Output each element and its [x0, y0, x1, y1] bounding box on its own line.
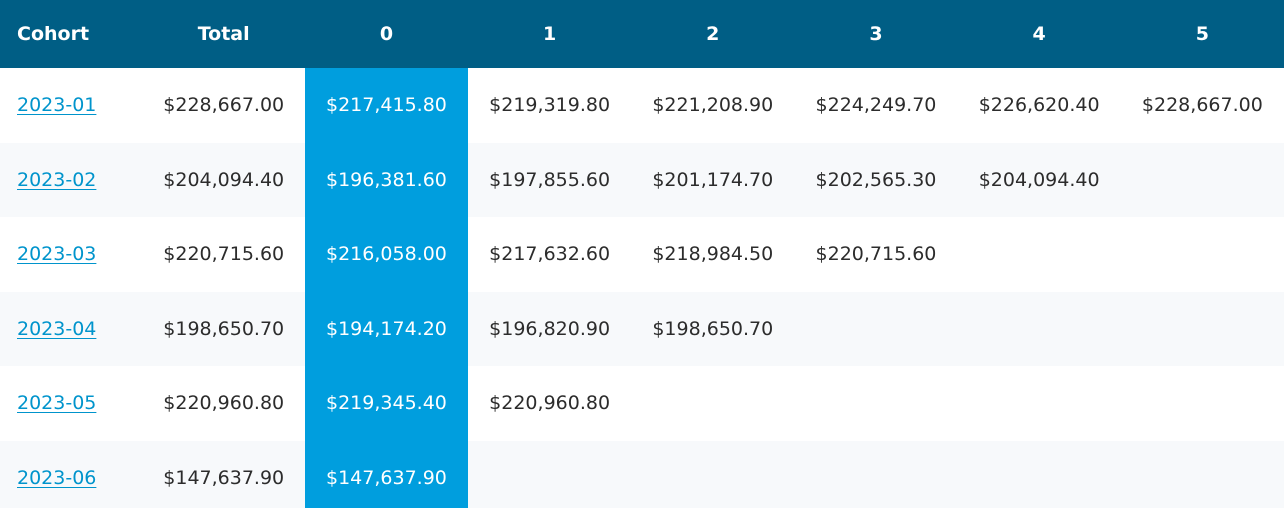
- period-5-cell: [1120, 217, 1284, 292]
- header-total[interactable]: Total: [142, 0, 305, 68]
- total-cell: $220,960.80: [142, 366, 305, 441]
- period-0-cell: $147,637.90: [304, 440, 469, 508]
- header-row: Cohort Total 0 1 2 3 4 5: [0, 0, 1284, 68]
- header-period-1[interactable]: 1: [468, 0, 632, 68]
- period-4-cell: [957, 440, 1121, 508]
- cohort-cell: 2023-02: [0, 142, 143, 217]
- period-5-cell: [1120, 142, 1284, 217]
- period-1-cell: $217,632.60: [468, 217, 632, 292]
- period-5-cell: [1120, 366, 1284, 441]
- period-4-cell: [957, 366, 1121, 441]
- header-period-2[interactable]: 2: [631, 0, 795, 68]
- header-period-3[interactable]: 3: [794, 0, 958, 68]
- period-2-cell: [631, 440, 795, 508]
- cohort-link[interactable]: 2023-03: [17, 243, 97, 266]
- period-1-cell: $219,319.80: [468, 68, 632, 143]
- cohort-cell: 2023-06: [0, 440, 143, 508]
- period-3-cell: [794, 440, 958, 508]
- table-row: 2023-05 $220,960.80 $219,345.40 $220,960…: [0, 366, 1284, 441]
- header-cohort[interactable]: Cohort: [0, 0, 143, 68]
- period-5-cell: [1120, 291, 1284, 366]
- header-period-5[interactable]: 5: [1120, 0, 1284, 68]
- table-header: Cohort Total 0 1 2 3 4 5: [0, 0, 1284, 68]
- period-2-cell: $201,174.70: [631, 142, 795, 217]
- period-0-cell: $196,381.60: [304, 142, 469, 217]
- cohort-link[interactable]: 2023-01: [17, 94, 97, 117]
- total-cell: $228,667.00: [142, 68, 305, 143]
- header-period-4[interactable]: 4: [957, 0, 1121, 68]
- period-2-cell: [631, 366, 795, 441]
- period-2-cell: $218,984.50: [631, 217, 795, 292]
- period-3-cell: [794, 291, 958, 366]
- cohort-cell: 2023-01: [0, 68, 143, 143]
- table-row: 2023-04 $198,650.70 $194,174.20 $196,820…: [0, 291, 1284, 366]
- period-4-cell: [957, 217, 1121, 292]
- period-4-cell: $226,620.40: [957, 68, 1121, 143]
- period-5-cell: [1120, 440, 1284, 508]
- period-1-cell: $196,820.90: [468, 291, 632, 366]
- period-0-cell: $216,058.00: [304, 217, 469, 292]
- table-row: 2023-01 $228,667.00 $217,415.80 $219,319…: [0, 68, 1284, 143]
- cohort-link[interactable]: 2023-06: [17, 466, 97, 489]
- period-3-cell: $202,565.30: [794, 142, 958, 217]
- table-body: 2023-01 $228,667.00 $217,415.80 $219,319…: [0, 68, 1284, 508]
- period-0-cell: $217,415.80: [304, 68, 469, 143]
- period-2-cell: $198,650.70: [631, 291, 795, 366]
- table-row: 2023-06 $147,637.90 $147,637.90: [0, 440, 1284, 508]
- period-0-cell: $219,345.40: [304, 366, 469, 441]
- period-2-cell: $221,208.90: [631, 68, 795, 143]
- cohort-cell: 2023-05: [0, 366, 143, 441]
- cohort-cell: 2023-04: [0, 291, 143, 366]
- table-row: 2023-03 $220,715.60 $216,058.00 $217,632…: [0, 217, 1284, 292]
- period-1-cell: $220,960.80: [468, 366, 632, 441]
- table-row: 2023-02 $204,094.40 $196,381.60 $197,855…: [0, 142, 1284, 217]
- period-5-cell: $228,667.00: [1120, 68, 1284, 143]
- header-period-0[interactable]: 0: [304, 0, 469, 68]
- period-0-cell: $194,174.20: [304, 291, 469, 366]
- total-cell: $204,094.40: [142, 142, 305, 217]
- period-3-cell: $224,249.70: [794, 68, 958, 143]
- period-1-cell: [468, 440, 632, 508]
- total-cell: $220,715.60: [142, 217, 305, 292]
- period-3-cell: $220,715.60: [794, 217, 958, 292]
- cohort-cell: 2023-03: [0, 217, 143, 292]
- period-4-cell: [957, 291, 1121, 366]
- period-3-cell: [794, 366, 958, 441]
- total-cell: $198,650.70: [142, 291, 305, 366]
- cohort-link[interactable]: 2023-05: [17, 392, 97, 415]
- total-cell: $147,637.90: [142, 440, 305, 508]
- cohort-link[interactable]: 2023-02: [17, 168, 97, 191]
- cohort-link[interactable]: 2023-04: [17, 317, 97, 340]
- period-4-cell: $204,094.40: [957, 142, 1121, 217]
- period-1-cell: $197,855.60: [468, 142, 632, 217]
